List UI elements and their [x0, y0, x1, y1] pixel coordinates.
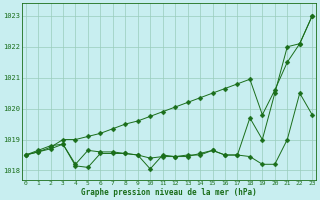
X-axis label: Graphe pression niveau de la mer (hPa): Graphe pression niveau de la mer (hPa) — [81, 188, 257, 197]
